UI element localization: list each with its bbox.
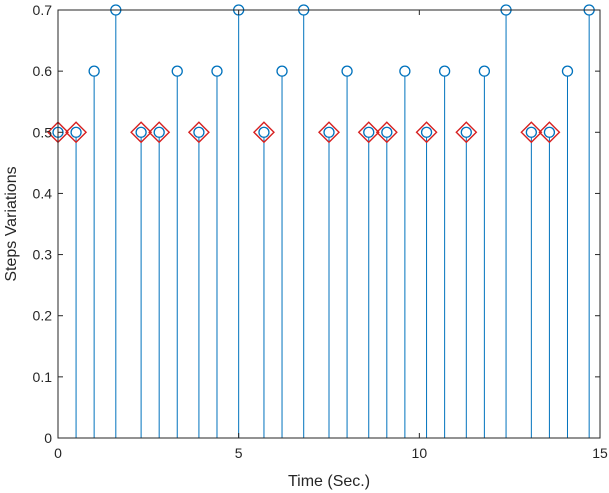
y-tick-label: 0.3 xyxy=(33,247,53,263)
stem-circle-marker xyxy=(323,126,335,138)
stem-circle-marker xyxy=(438,65,451,77)
y-tick-label: 0.6 xyxy=(33,63,53,79)
axes-layer: 0 5 10 15 0 0.1 0.2 0.3 0.4 0.5 0.6 0.7 xyxy=(33,2,608,461)
x-axis-label: Time (Sec.) xyxy=(288,473,370,490)
diamond-marker xyxy=(65,121,88,144)
diamond-marker xyxy=(455,121,478,144)
stem-circle-marker xyxy=(420,126,433,138)
stem-circle-marker xyxy=(363,126,375,138)
diamond-marker xyxy=(148,121,171,144)
stem-circle-marker xyxy=(135,126,147,138)
x-tick-label: 10 xyxy=(412,445,428,461)
stem-circle-marker xyxy=(88,65,100,77)
stem-circle-marker xyxy=(153,126,165,138)
stem-circle-marker xyxy=(381,126,393,138)
stem-circle-marker xyxy=(258,126,270,138)
y-tick-label: 0.5 xyxy=(33,124,53,140)
stem-circle-marker xyxy=(460,126,472,138)
x-tick-label: 5 xyxy=(235,445,243,461)
diamond-marker xyxy=(252,121,275,144)
stem-circle-marker xyxy=(341,65,353,77)
x-tick-label: 0 xyxy=(54,445,62,461)
series-layer xyxy=(47,4,595,438)
y-tick-label: 0.4 xyxy=(33,185,53,201)
plot-frame xyxy=(57,9,601,439)
diamond-marker xyxy=(520,121,543,144)
diamond-marker xyxy=(375,121,398,144)
stem-circle-marker xyxy=(525,126,537,138)
diamond-marker xyxy=(187,121,210,144)
stem-circle-marker xyxy=(211,65,223,77)
stem-circle-marker xyxy=(543,126,556,138)
y-tick-label: 0 xyxy=(44,430,52,446)
stem-circle-marker xyxy=(478,65,491,77)
x-tick-label: 15 xyxy=(592,445,608,461)
stem-circle-marker xyxy=(70,126,82,138)
diamond-marker xyxy=(357,121,380,144)
stem-circle-marker xyxy=(399,65,411,77)
y-axis-label: Steps Variations xyxy=(3,166,20,281)
stem-circle-marker xyxy=(276,65,288,77)
diamond-marker xyxy=(538,121,561,144)
y-tick-label: 0.1 xyxy=(33,369,53,385)
y-tick-label: 0.2 xyxy=(33,308,53,324)
y-tick-label: 0.7 xyxy=(33,2,53,18)
stem-circle-marker xyxy=(171,65,183,77)
stem-circle-marker xyxy=(561,65,574,77)
stem-circle-marker xyxy=(193,126,205,138)
diamond-marker xyxy=(130,121,153,144)
diamond-marker xyxy=(415,121,438,144)
diamond-marker xyxy=(318,121,340,144)
